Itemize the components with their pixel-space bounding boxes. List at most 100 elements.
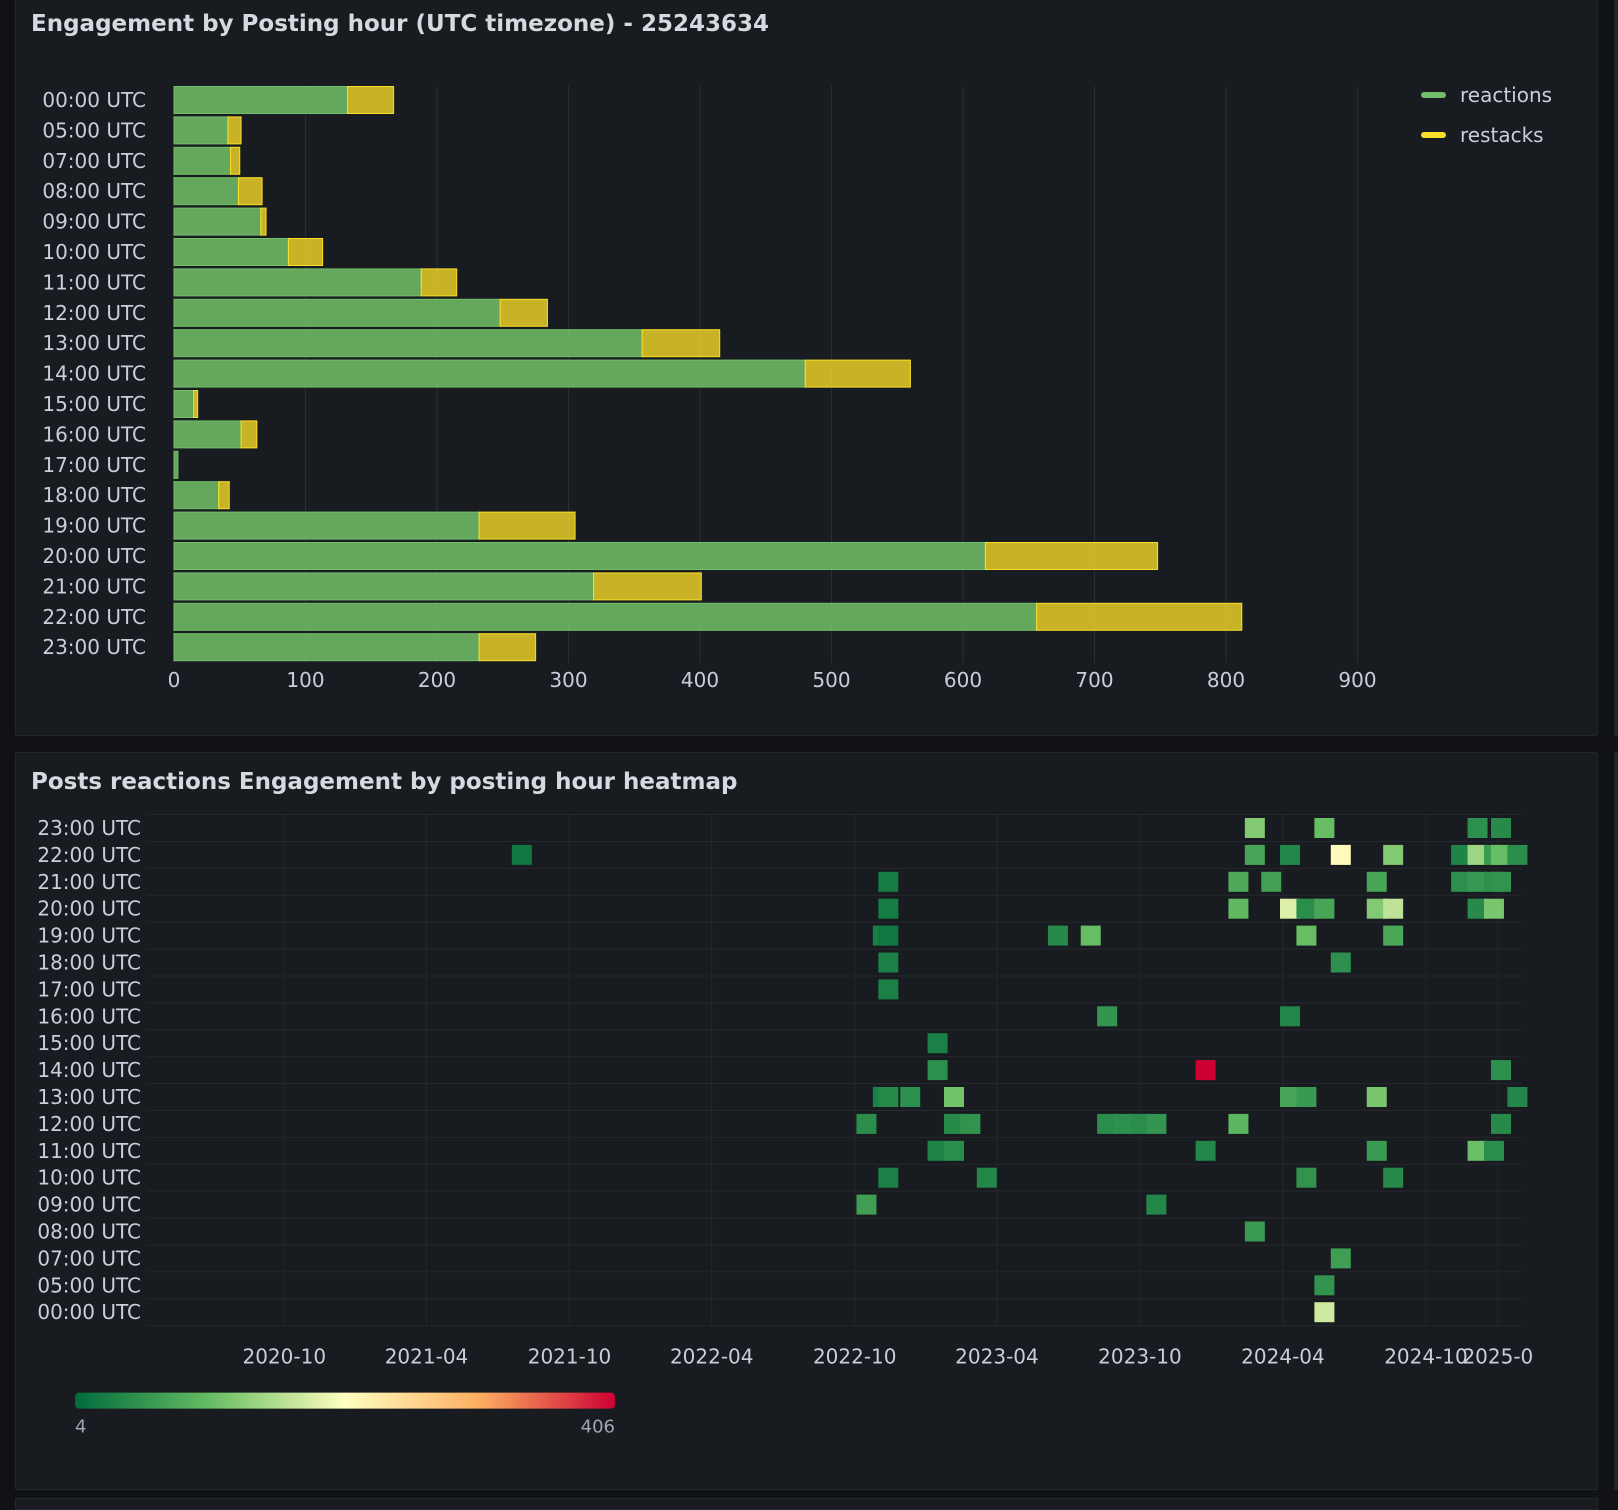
- heatmap-cell: [1383, 844, 1404, 865]
- reactions-bar: [173, 450, 179, 479]
- restacks-bar: [641, 329, 721, 358]
- restacks-bar: [478, 633, 537, 662]
- heatmap-cell: [878, 898, 899, 919]
- x-tick-label: 2021-10: [528, 1345, 612, 1369]
- heatmap-cell: [1280, 1006, 1301, 1027]
- reactions-bar: [173, 298, 501, 327]
- y-tick-label: 09:00 UTC: [42, 210, 146, 234]
- heatmap-cell: [1314, 818, 1335, 838]
- x-tick-label: 2020-10: [242, 1345, 326, 1369]
- heatmap-cell: [511, 844, 532, 865]
- heatmap-cell: [856, 1194, 877, 1215]
- x-tick-label: 2024-04: [1241, 1345, 1325, 1369]
- heatmap-cell: [1491, 844, 1511, 865]
- heatmap-cell: [1507, 1087, 1528, 1107]
- heatmap-cell: [927, 1140, 948, 1161]
- heatmap-cell: [878, 979, 899, 1000]
- heatmap-cell: [1491, 818, 1511, 838]
- heatmap-cell: [1097, 1006, 1118, 1027]
- reactions-bar: [173, 146, 232, 175]
- x-tick-label: 2022-10: [813, 1345, 897, 1369]
- reactions-bar: [173, 86, 349, 114]
- heatmap-cell: [900, 1087, 921, 1107]
- y-tick-label: 21:00 UTC: [42, 574, 146, 598]
- restacks-bar: [237, 177, 263, 206]
- heatmap-cell: [927, 1033, 948, 1054]
- restacks-bar: [218, 481, 230, 510]
- heatmap-cell: [1280, 844, 1301, 865]
- y-tick-label: 23:00 UTC: [37, 816, 141, 840]
- adjacent-panel-edge: [1614, 0, 1618, 736]
- reactions-bar: [173, 481, 220, 510]
- x-tick-label: 800: [1207, 668, 1245, 692]
- y-tick-label: 10:00 UTC: [42, 240, 146, 264]
- heatmap-cell: [1330, 952, 1351, 973]
- heatmap-cell: [1383, 1167, 1404, 1188]
- y-tick-label: 23:00 UTC: [42, 635, 146, 659]
- heatmap-cell: [976, 1167, 997, 1188]
- heatmap-cell: [1467, 844, 1488, 865]
- heatmap-cell: [1330, 844, 1351, 865]
- y-tick-label: 14:00 UTC: [42, 362, 146, 386]
- y-tick-label: 05:00 UTC: [42, 118, 146, 142]
- reactions-bar: [173, 633, 480, 662]
- bar-chart-panel: Engagement by Posting hour (UTC timezone…: [15, 0, 1598, 736]
- y-tick-label: 13:00 UTC: [42, 331, 146, 355]
- y-tick-label: 07:00 UTC: [42, 149, 146, 173]
- heatmap-cell: [1383, 925, 1404, 946]
- reactions-bar: [173, 238, 289, 266]
- x-tick-label: 900: [1338, 668, 1376, 692]
- reactions-bar: [173, 268, 422, 297]
- reactions-bar: [173, 359, 806, 388]
- heatmap-cell: [1261, 871, 1282, 892]
- heatmap-cell: [1296, 1167, 1317, 1188]
- color-scale-bar: [75, 1392, 615, 1409]
- heatmap-cell: [1491, 1113, 1511, 1134]
- y-tick-label: 09:00 UTC: [37, 1193, 141, 1217]
- y-tick-label: 22:00 UTC: [42, 605, 146, 629]
- heatmap-cell: [1366, 898, 1387, 919]
- y-tick-label: 21:00 UTC: [37, 870, 141, 894]
- heatmap-cell: [878, 1167, 899, 1188]
- heatmap-title: Posts reactions Engagement by posting ho…: [31, 769, 738, 795]
- heatmap-cell: [1280, 898, 1301, 919]
- y-tick-label: 12:00 UTC: [42, 301, 146, 325]
- reactions-bar: [173, 542, 986, 570]
- heatmap-cell: [1113, 1113, 1134, 1134]
- y-tick-label: 16:00 UTC: [37, 1004, 141, 1028]
- heatmap-cell: [1507, 844, 1528, 865]
- color-scale-max: 406: [581, 1417, 615, 1438]
- heatmap-cell: [878, 1087, 899, 1107]
- heatmap-cell: [1146, 1194, 1167, 1215]
- y-tick-label: 13:00 UTC: [37, 1085, 141, 1109]
- reactions-legend-swatch: [1421, 92, 1446, 98]
- heatmap-cell: [1195, 1060, 1216, 1081]
- y-tick-label: 16:00 UTC: [42, 422, 146, 446]
- y-tick-label: 10:00 UTC: [37, 1166, 141, 1190]
- restacks-bar: [1036, 602, 1243, 631]
- reactions-bar: [173, 390, 195, 418]
- y-tick-label: 19:00 UTC: [37, 924, 141, 948]
- y-tick-label: 17:00 UTC: [42, 453, 146, 477]
- heatmap-cell: [1195, 1140, 1216, 1161]
- reactions-bar: [173, 207, 262, 236]
- y-tick-label: 11:00 UTC: [37, 1139, 141, 1163]
- heatmap-cell: [1330, 1248, 1351, 1269]
- y-tick-label: 07:00 UTC: [37, 1246, 141, 1270]
- heatmap-cell: [1467, 898, 1488, 919]
- heatmap-cell: [1244, 844, 1265, 865]
- heatmap-cell: [856, 1113, 877, 1134]
- x-tick-label: 2021-04: [385, 1345, 469, 1369]
- heatmap-cell: [1244, 1221, 1265, 1242]
- x-tick-label: 200: [418, 668, 456, 692]
- y-tick-label: 00:00 UTC: [37, 1300, 141, 1324]
- heatmap-cell: [1146, 1113, 1167, 1134]
- heatmap-cell: [1467, 871, 1488, 892]
- color-scale-min: 4: [75, 1417, 86, 1438]
- y-tick-label: 08:00 UTC: [42, 179, 146, 203]
- y-tick-label: 08:00 UTC: [37, 1220, 141, 1244]
- heatmap-cell: [1296, 925, 1317, 946]
- y-tick-label: 20:00 UTC: [42, 544, 146, 568]
- reactions-bar: [173, 420, 242, 449]
- heatmap-cell: [943, 1113, 964, 1134]
